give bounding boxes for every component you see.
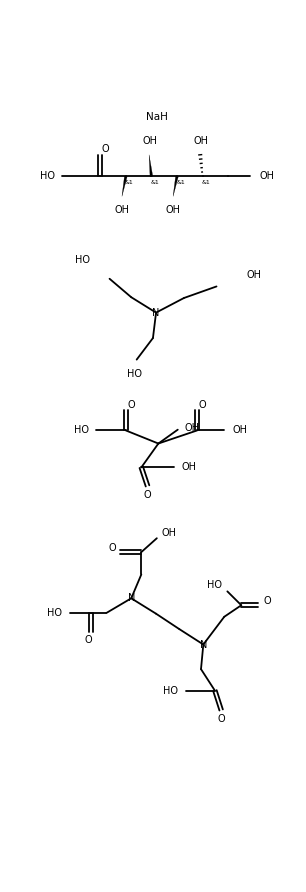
Text: OH: OH	[247, 270, 262, 280]
Text: HO: HO	[75, 255, 90, 265]
Text: O: O	[263, 597, 271, 607]
Polygon shape	[122, 176, 127, 196]
Text: HO: HO	[40, 171, 55, 181]
Text: HO: HO	[47, 608, 62, 618]
Text: O: O	[127, 400, 135, 410]
Text: OH: OH	[185, 423, 200, 434]
Text: OH: OH	[166, 205, 181, 215]
Text: &1: &1	[151, 180, 159, 186]
Text: OH: OH	[259, 171, 274, 181]
Text: HO: HO	[74, 425, 89, 435]
Text: OH: OH	[193, 136, 208, 146]
Text: O: O	[85, 635, 92, 645]
Text: O: O	[199, 400, 206, 410]
Text: O: O	[108, 543, 116, 553]
Text: O: O	[102, 145, 110, 154]
Text: &1: &1	[176, 180, 185, 186]
Text: O: O	[144, 490, 151, 500]
Text: OH: OH	[182, 462, 197, 473]
Text: OH: OH	[114, 205, 129, 215]
Text: OH: OH	[142, 136, 157, 146]
Text: HO: HO	[163, 686, 178, 696]
Text: OH: OH	[162, 528, 177, 538]
Text: HO: HO	[127, 368, 142, 379]
Text: N: N	[128, 593, 135, 603]
Polygon shape	[149, 155, 153, 177]
Text: O: O	[217, 714, 225, 724]
Text: &1: &1	[202, 180, 211, 186]
Text: NaH: NaH	[146, 112, 168, 122]
Text: N: N	[152, 308, 160, 318]
Text: &1: &1	[125, 180, 134, 186]
Text: HO: HO	[207, 580, 222, 591]
Text: OH: OH	[232, 425, 247, 435]
Polygon shape	[173, 176, 178, 196]
Text: N: N	[200, 640, 207, 649]
